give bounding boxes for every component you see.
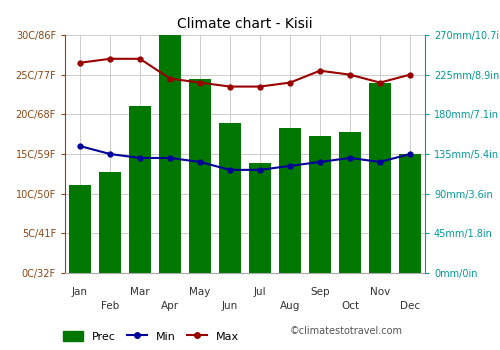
Bar (159, 35, 181, 273)
Bar (129, 105, 151, 273)
Text: Aug: Aug (280, 301, 300, 311)
Text: Sep: Sep (310, 287, 330, 297)
Text: Feb: Feb (101, 301, 119, 311)
Bar (399, 154, 421, 273)
Bar (69, 185, 91, 273)
Text: Dec: Dec (400, 301, 420, 311)
Bar (339, 132, 361, 273)
Bar (189, 79, 211, 273)
Bar (249, 163, 271, 273)
Text: Jun: Jun (222, 301, 238, 311)
Text: Jul: Jul (254, 287, 266, 297)
Text: Nov: Nov (370, 287, 390, 297)
Bar (369, 84, 391, 273)
Bar (219, 123, 241, 273)
Bar (309, 136, 331, 273)
Legend: Prec, Min, Max: Prec, Min, Max (64, 331, 239, 342)
Bar (99, 172, 121, 273)
Text: Jan: Jan (72, 287, 88, 297)
Text: Oct: Oct (341, 301, 359, 311)
Text: Mar: Mar (130, 287, 150, 297)
Text: ©climatestotravel.com: ©climatestotravel.com (290, 326, 403, 336)
Text: May: May (190, 287, 210, 297)
Title: Climate chart - Kisii: Climate chart - Kisii (177, 17, 313, 31)
Text: Apr: Apr (161, 301, 179, 311)
Bar (279, 127, 301, 273)
